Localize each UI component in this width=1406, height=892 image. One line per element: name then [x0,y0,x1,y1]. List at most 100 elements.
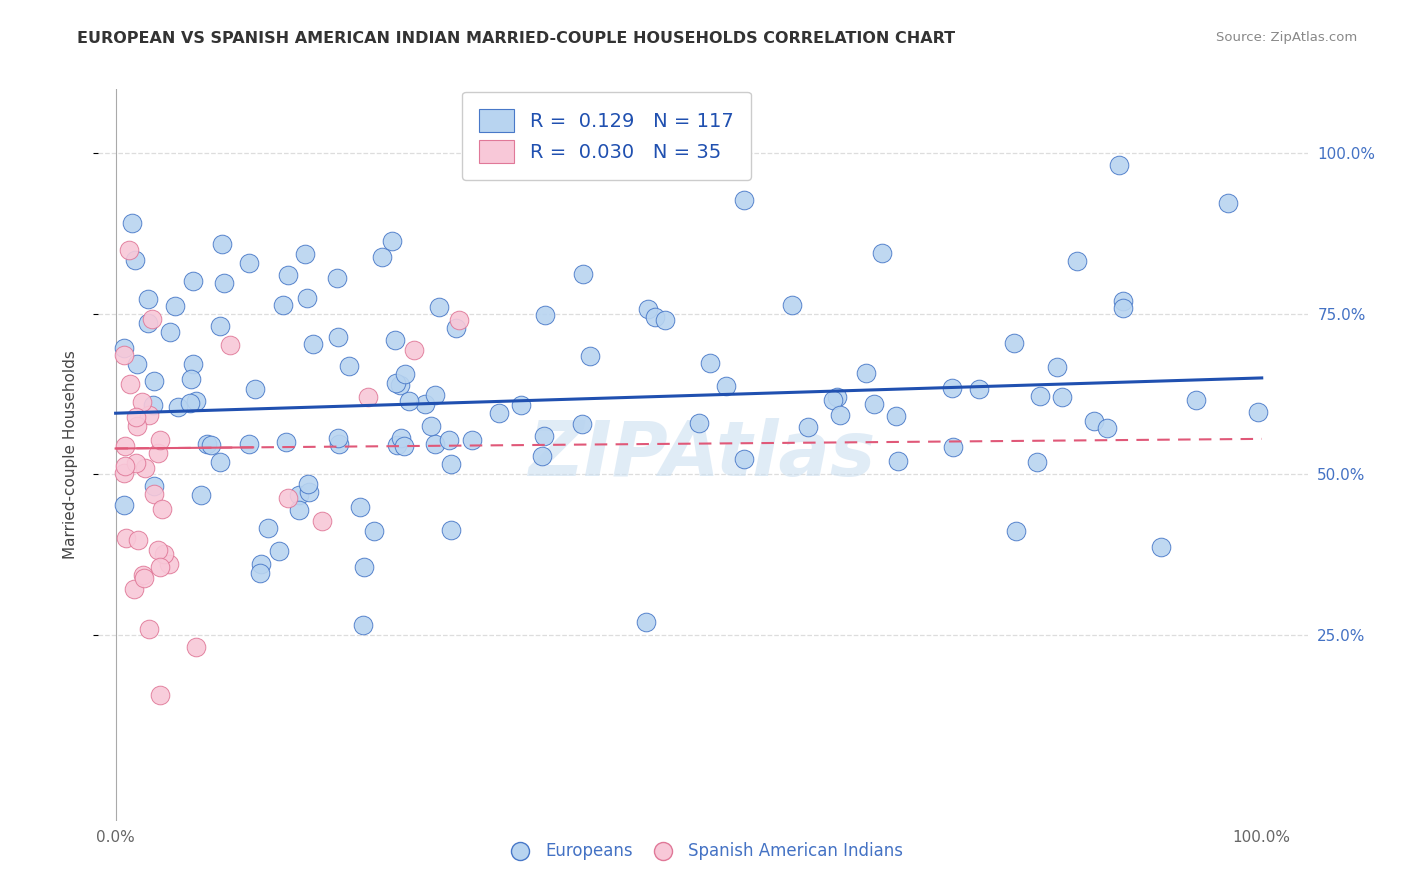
Point [392,439,415,453]
Point [157,558,180,572]
Point [349,500,371,515]
Point [209,455,232,469]
Point [131,395,153,409]
Point [969,382,991,396]
Point [124,252,146,267]
Point [571,417,593,431]
Point [637,301,659,316]
Point [1046,360,1069,375]
Point [440,457,463,471]
Point [122,582,145,597]
Point [427,300,450,314]
Point [654,313,676,327]
Point [277,268,299,282]
Point [142,398,165,412]
Point [357,390,380,404]
Point [488,406,510,420]
Point [114,458,136,473]
Point [862,397,884,411]
Point [886,454,908,468]
Point [146,542,169,557]
Point [134,460,156,475]
Point [337,359,360,374]
Point [531,449,554,463]
Point [449,313,471,327]
Point [714,378,737,392]
Point [297,477,319,491]
Point [381,234,404,248]
Point [127,533,149,547]
Point [179,396,201,410]
Point [267,543,290,558]
Point [394,367,416,381]
Point [419,418,441,433]
Point [117,243,139,257]
Point [636,615,658,629]
Legend: Europeans, Spanish American Indians: Europeans, Spanish American Indians [496,836,910,867]
Point [136,292,159,306]
Point [941,381,963,395]
Point [325,270,347,285]
Point [200,438,222,452]
Point [425,437,447,451]
Point [149,433,172,447]
Point [1005,524,1028,539]
Point [138,623,160,637]
Point [942,440,965,454]
Point [149,688,172,702]
Point [112,341,135,355]
Point [132,571,155,585]
Point [249,557,271,571]
Point [295,291,318,305]
Point [276,435,298,450]
Point [180,372,202,386]
Point [1185,393,1208,408]
Point [797,419,820,434]
Point [440,523,463,537]
Point [384,333,406,347]
Point [830,408,852,422]
Point [1247,405,1270,419]
Point [184,640,207,655]
Point [125,418,148,433]
Point [159,325,181,339]
Point [1029,389,1052,403]
Point [127,358,149,372]
Point [181,357,204,371]
Point [211,236,233,251]
Point [328,431,350,445]
Point [353,618,375,632]
Point [112,498,135,512]
Point [699,356,721,370]
Point [389,378,412,392]
Point [398,393,420,408]
Point [733,193,755,207]
Point [181,274,204,288]
Point [1150,540,1173,554]
Point [1002,335,1025,350]
Point [1066,253,1088,268]
Point [572,267,595,281]
Point [249,566,271,580]
Point [1026,455,1049,469]
Point [579,349,602,363]
Point [190,488,212,502]
Point [219,338,242,352]
Point [150,502,173,516]
Point [125,456,148,470]
Point [186,394,208,409]
Point [1112,301,1135,315]
Point [461,433,484,447]
Point [288,503,311,517]
Point [212,276,235,290]
Point [112,467,135,481]
Point [277,491,299,505]
Point [1095,421,1118,435]
Point [153,547,176,561]
Point [311,514,333,528]
Point [733,451,755,466]
Point [125,409,148,424]
Text: EUROPEAN VS SPANISH AMERICAN INDIAN MARRIED-COUPLE HOUSEHOLDS CORRELATION CHART: EUROPEAN VS SPANISH AMERICAN INDIAN MARR… [77,31,956,46]
Point [1216,196,1239,211]
Point [238,436,260,450]
